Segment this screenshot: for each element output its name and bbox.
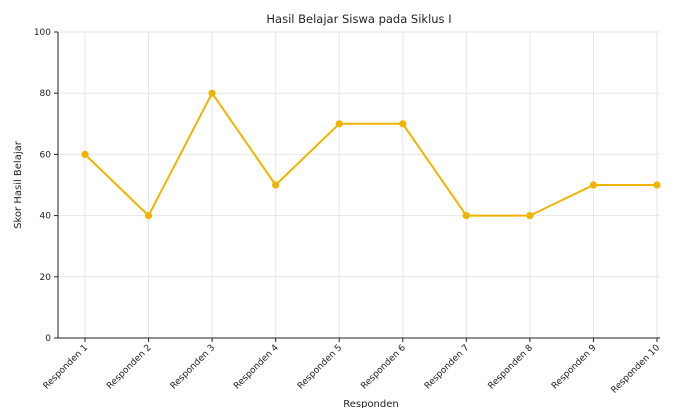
x-tick-label: Responden 7 [423, 343, 471, 391]
data-point [462, 212, 470, 220]
y-axis-label: Skor Hasil Belajar [13, 140, 24, 229]
data-point [208, 89, 216, 97]
x-tick-label: Responden 5 [296, 343, 344, 391]
x-tick-label: Responden 10 [610, 343, 663, 396]
x-tick-label: Responden 9 [550, 343, 599, 392]
data-point [335, 120, 343, 128]
data-point [272, 181, 280, 189]
x-tick-label: Responden 1 [42, 343, 90, 391]
grid [58, 31, 660, 339]
axes [57, 32, 660, 339]
x-tick-label: Responden 3 [169, 343, 217, 391]
y-tick-label: 40 [40, 212, 52, 222]
data-point [589, 181, 598, 189]
ticks: 0 20 40 60 80 100 Responden 1 Responden 2 Respon… [34, 28, 663, 396]
y-tick-label: 60 [40, 150, 52, 160]
series [81, 89, 661, 220]
series-line [84, 92, 657, 217]
y-tick-label: 100 [34, 28, 51, 38]
x-tick-label: Responden 8 [487, 343, 536, 392]
x-tick-label: Responden 6 [359, 343, 408, 392]
x-tick-label: Responden 2 [105, 343, 153, 391]
data-point [144, 212, 153, 220]
y-tick-label: 0 [45, 334, 51, 344]
chart-title: Hasil Belajar Siswa pada Siklus I [266, 12, 451, 26]
x-tick-label: Responden 4 [232, 343, 281, 392]
data-point [81, 150, 89, 158]
data-point [399, 120, 407, 128]
y-tick-label: 80 [40, 89, 52, 99]
x-axis-label: Responden [343, 399, 399, 408]
data-point [526, 212, 534, 220]
y-tick-label: 20 [40, 273, 52, 283]
data-point [653, 181, 661, 189]
